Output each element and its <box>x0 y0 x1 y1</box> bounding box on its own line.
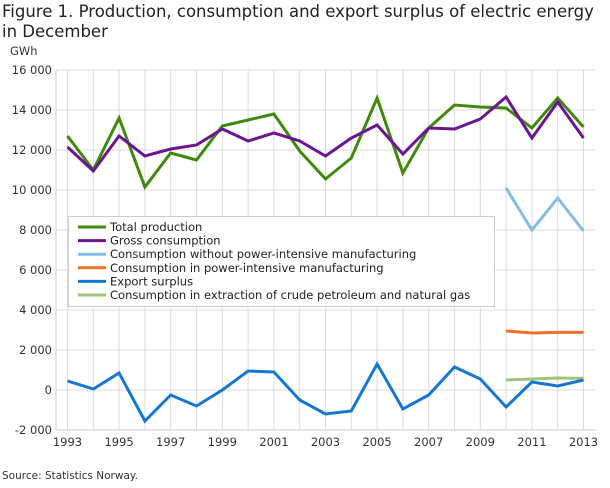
chart-title: Figure 1. Production, consumption and ex… <box>2 2 594 41</box>
series-line-consumption-in-power-intensive-manufacturing <box>505 329 584 335</box>
x-tick-label: 2005 <box>362 435 391 449</box>
series-group <box>66 93 585 424</box>
legend-label: Consumption in power-intensive manufactu… <box>110 261 384 275</box>
y-tick-label: 16 000 <box>12 63 52 77</box>
x-tick-label: 2007 <box>414 435 443 449</box>
x-tick-label: 2011 <box>517 435 546 449</box>
y-axis-unit-label: GWh <box>10 44 38 58</box>
x-tick-label: 2013 <box>569 435 598 449</box>
y-tick-label: 12 000 <box>12 143 52 157</box>
y-tick-label: 6 000 <box>19 263 52 277</box>
y-tick-label: 10 000 <box>12 183 52 197</box>
x-tick-label: 1995 <box>104 435 133 449</box>
legend-label: Gross consumption <box>110 234 221 248</box>
x-tick-label: 2001 <box>259 435 288 449</box>
y-axis-ticks: -2 000 0 2 000 4 000 6 000 8 000 10 000 12 000 1… <box>12 63 52 437</box>
x-tick-label: 1997 <box>156 435 185 449</box>
series-line-export-surplus <box>67 360 584 424</box>
legend-label: Export surplus <box>110 274 193 288</box>
legend-label: Total production <box>109 220 202 234</box>
x-tick-label: 2009 <box>466 435 495 449</box>
legend-label: Consumption without power-intensive manu… <box>110 247 416 261</box>
series-line-consumption-in-extraction-of-crude-petroleum-and-natural-gas <box>506 376 584 382</box>
x-axis-ticks: 1993 1995 1997 1999 2001 2003 2005 2007 2009 2011… <box>53 435 598 449</box>
x-tick-label: 1999 <box>208 435 237 449</box>
legend-box <box>68 216 495 307</box>
series-line-consumption-without-power-intensive-manufacturing <box>504 187 585 233</box>
x-tick-label: 2003 <box>311 435 340 449</box>
y-tick-label: 14 000 <box>12 103 52 117</box>
legend-label: Consumption in extraction of crude petro… <box>110 288 470 302</box>
series-line-gross-consumption <box>66 94 585 174</box>
y-tick-label: 2 000 <box>19 343 52 357</box>
y-tick-label: 8 000 <box>19 223 52 237</box>
x-tick-label: 1993 <box>53 435 82 449</box>
y-tick-label: 0 <box>45 383 52 397</box>
y-tick-label: 4 000 <box>19 303 52 317</box>
y-tick-label: -2 000 <box>15 423 52 437</box>
source-note: Source: Statistics Norway. <box>2 470 138 482</box>
series-line-total-production <box>66 93 585 191</box>
